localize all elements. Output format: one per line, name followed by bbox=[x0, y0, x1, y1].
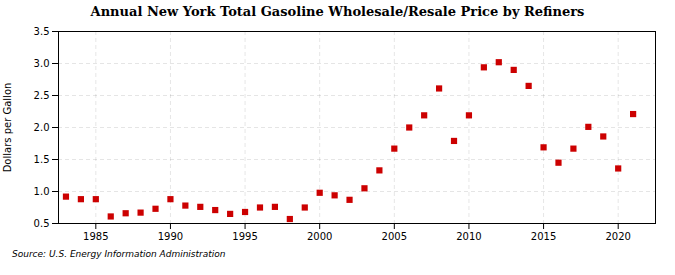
svg-text:2.0: 2.0 bbox=[34, 122, 50, 133]
svg-text:0.5: 0.5 bbox=[34, 218, 50, 229]
html-text:Source: U.S. Energy Informatio: Source: U.S. Energy Information Administ… bbox=[12, 249, 226, 259]
html-text:Annual New York Total Gasoline: Annual New York Total Gasoline Wholesale… bbox=[90, 4, 585, 19]
svg-text:Dollars per Gallon: Dollars per Gallon bbox=[2, 83, 13, 173]
svg-text:1995: 1995 bbox=[232, 231, 257, 242]
svg-text:3.0: 3.0 bbox=[34, 58, 50, 69]
svg-text:1.5: 1.5 bbox=[34, 154, 50, 165]
svg-text:2005: 2005 bbox=[382, 231, 407, 242]
svg-text:1.0: 1.0 bbox=[34, 186, 50, 197]
svg-text:2.5: 2.5 bbox=[34, 90, 50, 101]
svg-text:3.5: 3.5 bbox=[34, 26, 50, 37]
svg-text:1990: 1990 bbox=[158, 231, 183, 242]
svg-text:2015: 2015 bbox=[531, 231, 556, 242]
svg-text:2020: 2020 bbox=[605, 231, 630, 242]
svg-text:1985: 1985 bbox=[83, 231, 108, 242]
svg-text:2010: 2010 bbox=[456, 231, 481, 242]
svg-text:2000: 2000 bbox=[307, 231, 332, 242]
